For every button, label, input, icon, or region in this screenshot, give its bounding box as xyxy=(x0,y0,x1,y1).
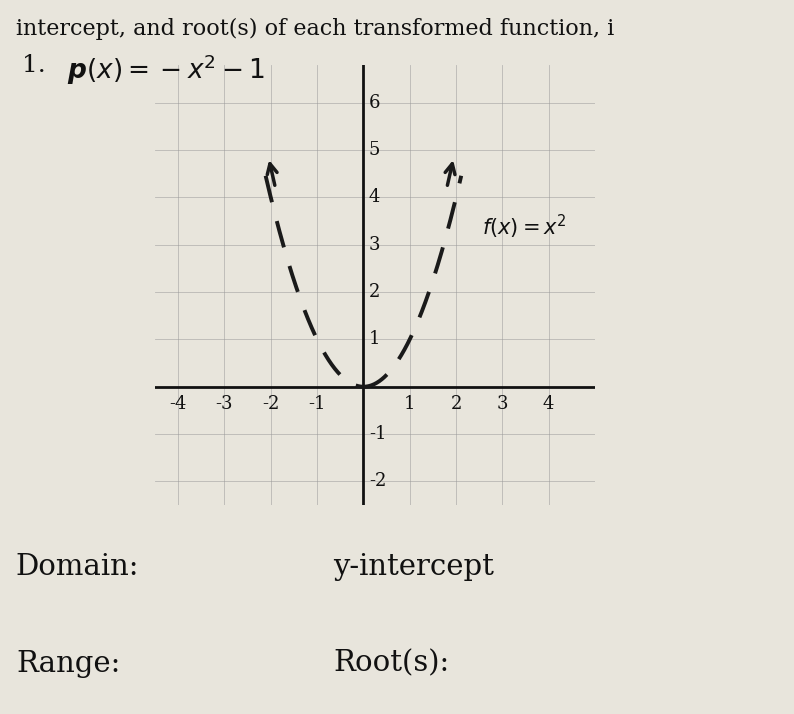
Text: Root(s):: Root(s): xyxy=(333,650,449,678)
Text: -1: -1 xyxy=(308,396,326,413)
Text: $\boldsymbol{p}(x) = -x^2 - 1$: $\boldsymbol{p}(x) = -x^2 - 1$ xyxy=(67,52,266,86)
Text: Domain:: Domain: xyxy=(16,553,140,581)
Text: -1: -1 xyxy=(369,425,387,443)
Text: Range:: Range: xyxy=(16,650,120,678)
Text: 2: 2 xyxy=(450,396,462,413)
Text: 3: 3 xyxy=(369,236,380,253)
Text: 1: 1 xyxy=(369,331,380,348)
Text: 6: 6 xyxy=(369,94,380,112)
Text: 4: 4 xyxy=(543,396,554,413)
Text: 1.: 1. xyxy=(22,54,46,76)
Text: 5: 5 xyxy=(369,141,380,159)
Text: -2: -2 xyxy=(262,396,279,413)
Text: -3: -3 xyxy=(216,396,233,413)
Text: intercept, and root(s) of each transformed function, i: intercept, and root(s) of each transform… xyxy=(16,18,614,40)
Text: 2: 2 xyxy=(369,283,380,301)
Text: 4: 4 xyxy=(369,188,380,206)
Text: y-intercept: y-intercept xyxy=(333,553,495,581)
Text: 3: 3 xyxy=(496,396,508,413)
Text: -4: -4 xyxy=(169,396,187,413)
Text: $f(x) = x^2$: $f(x) = x^2$ xyxy=(481,213,566,241)
Text: -2: -2 xyxy=(369,473,387,491)
Text: 1: 1 xyxy=(404,396,415,413)
